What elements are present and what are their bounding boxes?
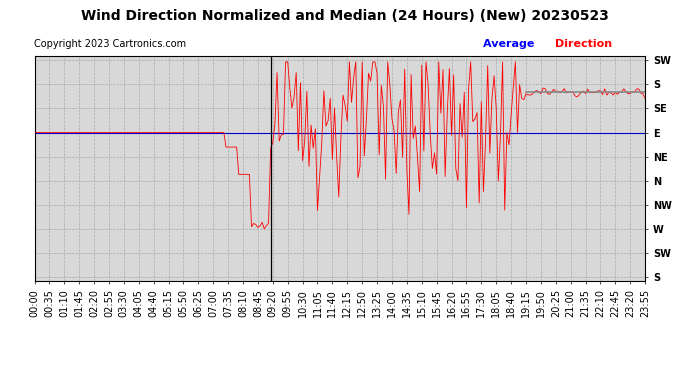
Text: Direction: Direction xyxy=(555,39,613,50)
Text: Copyright 2023 Cartronics.com: Copyright 2023 Cartronics.com xyxy=(34,39,186,50)
Text: Wind Direction Normalized and Median (24 Hours) (New) 20230523: Wind Direction Normalized and Median (24… xyxy=(81,9,609,23)
Text: Average: Average xyxy=(483,39,538,50)
